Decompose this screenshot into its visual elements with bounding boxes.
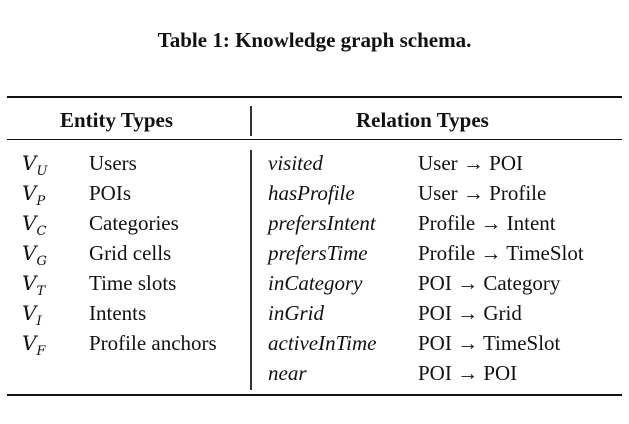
relation-mapping: User → Profile — [418, 181, 547, 205]
entity-name: Categories — [89, 211, 179, 235]
symbol-subscript: F — [36, 344, 46, 359]
relation-mapping: POI → Grid — [418, 301, 522, 325]
entity-symbol: VU — [22, 151, 47, 184]
relation-name: near — [268, 361, 307, 385]
symbol-letter: V — [22, 151, 37, 175]
header-entity-types: Entity Types — [60, 108, 173, 132]
symbol-subscript: C — [36, 224, 47, 239]
symbol-letter: V — [22, 241, 37, 265]
relation-name: visited — [268, 151, 323, 175]
bottom-rule — [7, 394, 622, 396]
entity-name: Profile anchors — [89, 331, 217, 355]
symbol-subscript: P — [36, 194, 46, 209]
relation-mapping: User → POI — [418, 151, 523, 175]
table-caption: Table 1: Knowledge graph schema. — [157, 28, 472, 52]
symbol-subscript: T — [36, 284, 46, 299]
entity-name: Intents — [89, 301, 147, 325]
relation-name: prefersTime — [268, 241, 368, 265]
entity-symbol: VG — [22, 241, 47, 274]
relation-mapping: POI → POI — [418, 361, 518, 385]
relation-mapping: POI → TimeSlot — [418, 331, 561, 355]
symbol-subscript: U — [36, 164, 48, 179]
relation-mapping: Profile → TimeSlot — [418, 241, 584, 265]
entity-symbol: VI — [22, 301, 42, 334]
symbol-letter: V — [22, 331, 37, 355]
symbol-subscript: G — [36, 254, 47, 269]
symbol-subscript: I — [36, 314, 42, 329]
entity-name: Users — [89, 151, 137, 175]
symbol-letter: V — [22, 211, 37, 235]
relation-mapping: POI → Category — [418, 271, 561, 295]
symbol-letter: V — [22, 181, 37, 205]
symbol-letter: V — [22, 271, 37, 295]
entity-symbol: VP — [22, 181, 45, 214]
relation-name: inGrid — [268, 301, 325, 325]
entity-symbol: VC — [22, 211, 46, 244]
header-relation-types: Relation Types — [356, 108, 489, 132]
relation-name: hasProfile — [268, 181, 355, 205]
relation-name: inCategory — [268, 271, 363, 295]
relation-name: prefersIntent — [268, 211, 376, 235]
entity-symbol: VT — [22, 271, 45, 304]
mid-rule — [7, 139, 622, 141]
symbol-letter: V — [22, 301, 37, 325]
column-divider — [250, 106, 252, 136]
entity-symbol: VF — [22, 331, 45, 364]
top-rule — [7, 96, 622, 98]
relation-mapping: Profile → Intent — [418, 211, 556, 235]
entity-name: POIs — [89, 181, 132, 205]
column-divider — [250, 150, 252, 390]
entity-name: Grid cells — [89, 241, 172, 265]
relation-name: activeInTime — [268, 331, 377, 355]
entity-name: Time slots — [89, 271, 177, 295]
